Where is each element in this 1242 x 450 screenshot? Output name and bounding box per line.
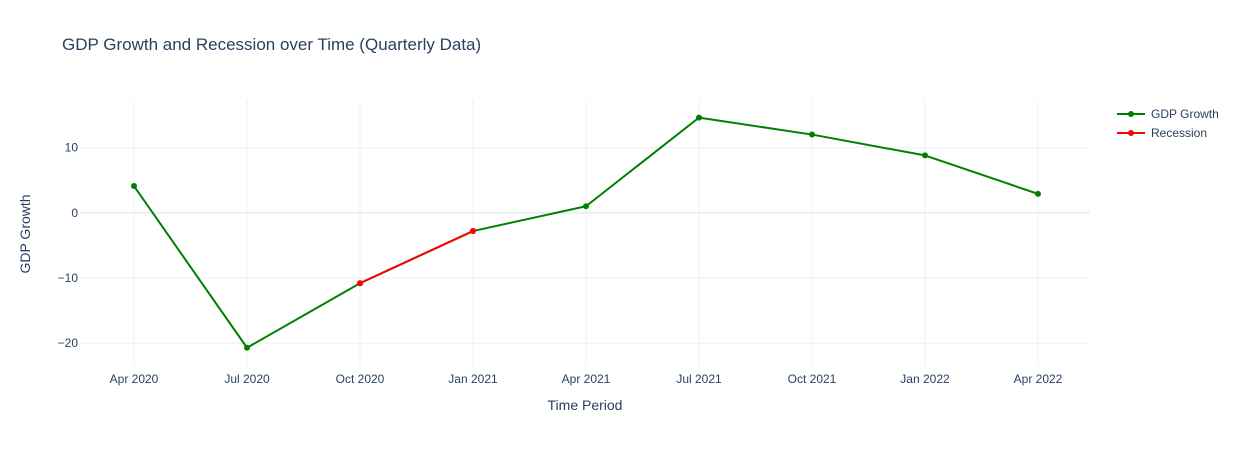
x-tick-label: Jul 2020 xyxy=(224,372,270,386)
x-tick-label: Apr 2022 xyxy=(1014,372,1063,386)
data-point-gdp-growth[interactable] xyxy=(809,131,815,138)
legend-label: Recession xyxy=(1151,126,1207,140)
x-tick-label: Jan 2022 xyxy=(900,372,950,386)
y-axis-ticks: 10 0 −10 −20 xyxy=(58,141,79,351)
legend-swatch-marker xyxy=(1128,111,1134,117)
x-axis-label: Time Period xyxy=(548,397,623,413)
x-tick-label: Jan 2021 xyxy=(448,372,498,386)
chart-title: GDP Growth and Recession over Time (Quar… xyxy=(62,35,481,54)
grid xyxy=(80,100,1090,366)
plot-series xyxy=(131,114,1041,351)
legend[interactable]: GDP Growth Recession xyxy=(1117,107,1219,140)
legend-item-gdp-growth[interactable]: GDP Growth xyxy=(1117,107,1219,121)
data-point-gdp-growth[interactable] xyxy=(583,203,589,210)
legend-item-recession[interactable]: Recession xyxy=(1117,126,1207,140)
data-point-recession[interactable] xyxy=(470,228,476,235)
x-tick-label: Oct 2021 xyxy=(788,372,837,386)
y-tick-label: 10 xyxy=(65,141,79,155)
legend-label: GDP Growth xyxy=(1151,107,1219,121)
data-point-gdp-growth[interactable] xyxy=(1035,190,1041,197)
x-tick-label: Jul 2021 xyxy=(676,372,722,386)
y-tick-label: −10 xyxy=(58,271,79,285)
y-tick-label: 0 xyxy=(71,206,78,220)
y-tick-label: −20 xyxy=(58,336,79,350)
data-point-gdp-growth[interactable] xyxy=(244,344,250,351)
y-axis-label: GDP Growth xyxy=(17,194,33,273)
data-point-gdp-growth[interactable] xyxy=(131,183,137,190)
x-tick-label: Apr 2020 xyxy=(110,372,159,386)
data-point-gdp-growth[interactable] xyxy=(922,152,928,159)
data-point-recession[interactable] xyxy=(357,280,363,287)
legend-swatch-marker xyxy=(1128,130,1134,136)
x-axis-ticks: Apr 2020 Jul 2020 Oct 2020 Jan 2021 Apr 2021… xyxy=(110,372,1063,386)
series-line-recession xyxy=(359,230,474,285)
data-point-gdp-growth[interactable] xyxy=(696,114,702,121)
x-tick-label: Oct 2020 xyxy=(336,372,385,386)
x-tick-label: Apr 2021 xyxy=(562,372,611,386)
